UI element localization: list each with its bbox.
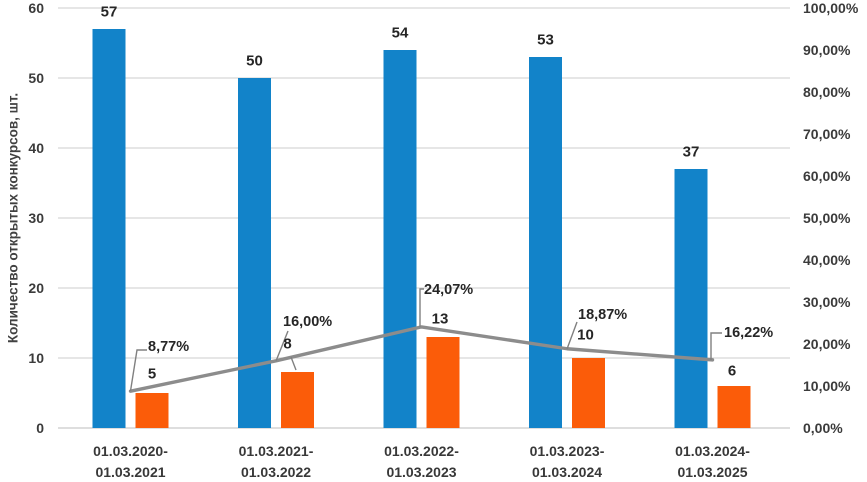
bar-value-label-orange: 10 [577,326,594,344]
category-label: 01.03.2024- 01.03.2025 [675,441,750,482]
category-label-line1: 01.03.2023- [529,443,605,459]
percent-label: 16,00% [283,314,333,330]
bar-orange [717,386,751,428]
bar-orange [426,337,460,428]
bar-blue [92,29,126,428]
right-axis-tick-label: 30,00% [803,294,851,310]
right-axis-tick-label: 40,00% [803,252,851,268]
right-axis-tick-label: 10,00% [803,378,851,394]
bar-blue [674,169,708,428]
category-label-line1: 01.03.2020- [93,443,168,459]
left-axis-tick-label: 50 [28,70,44,86]
percent-label: 24,07% [424,282,474,298]
bar-orange [572,358,605,428]
trend-line [128,325,715,393]
bar-value-label-blue: 50 [246,52,263,70]
left-axis-tick-label: 20 [28,280,44,296]
category-label-line1: 01.03.2024- [675,443,750,459]
category-label: 01.03.2020- 01.03.2021 [93,441,168,482]
bar-value-label-blue: 53 [537,31,554,49]
right-axis-tick-label: 50,00% [803,210,851,226]
percent-label: 8,77% [148,339,190,355]
bar-blue [238,78,271,428]
left-axis-tick-label: 0 [36,420,44,436]
left-axis-tick-label: 60 [28,0,44,16]
leader-line [566,321,578,350]
category-label-line2: 01.03.2024 [531,464,603,480]
bar-blue [383,50,417,428]
right-axis-tick-label: 0,00% [803,420,843,436]
bar-value-label-blue: 37 [682,143,700,161]
bar-orange [135,393,169,428]
percent-label: 18,87% [578,307,628,323]
right-axis-tick-label: 70,00% [803,126,851,142]
category-label-line2: 01.03.2023 [386,464,457,480]
leader-line [419,288,424,327]
left-axis-tick-label: 40 [28,140,44,156]
category-label-line2: 01.03.2025 [677,464,748,480]
bar-value-label-orange: 8 [283,335,292,353]
category-label: 01.03.2022- 01.03.2023 [384,441,459,482]
percent-label: 16,22% [724,325,774,341]
category-label-line1: 01.03.2022- [384,443,459,459]
right-axis-tick-label: 20,00% [803,336,851,352]
bar-value-label-blue: 57 [100,3,118,21]
left-axis-tick-label: 10 [28,350,44,366]
category-label-line2: 01.03.2022 [240,464,312,480]
category-label: 01.03.2021- 01.03.2022 [239,441,314,482]
bar-value-label-blue: 54 [391,24,409,42]
leader-line [129,349,147,392]
leader-line [710,332,722,360]
category-label-line2: 01.03.2021 [95,464,166,480]
right-axis-tick-label: 90,00% [803,42,851,58]
right-axis-tick-label: 80,00% [803,84,851,100]
bar-value-label-orange: 13 [431,310,449,328]
leader-line [290,356,297,371]
category-label: 01.03.2023- 01.03.2024 [530,441,605,482]
category-label-line1: 01.03.2021- [238,443,314,459]
right-axis-tick-label: 100,00% [803,0,859,16]
bar-orange [281,372,314,428]
right-axis-tick-label: 60,00% [803,168,851,184]
left-axis-tick-label: 30 [28,210,44,226]
bar-blue [529,57,562,428]
bar-value-label-orange: 5 [147,365,157,383]
leader-line [275,330,289,362]
bar-value-label-orange: 6 [727,362,737,380]
